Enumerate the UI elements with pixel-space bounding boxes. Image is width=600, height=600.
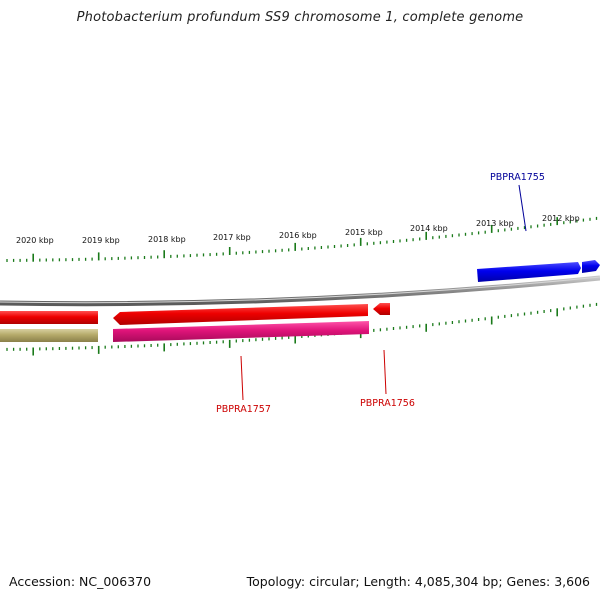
kbp-label-2013: 2013 kbp bbox=[476, 219, 514, 228]
feature-block-olive[interactable] bbox=[0, 329, 98, 342]
kbp-label-2017: 2017 kbp bbox=[213, 233, 251, 242]
kbp-label-2019: 2019 kbp bbox=[82, 236, 120, 245]
gene-arrow-pbpra1757[interactable] bbox=[113, 304, 368, 325]
chromosome-backbone bbox=[0, 275, 600, 307]
backbone-highlight bbox=[0, 276, 600, 304]
kbp-label-2012: 2012 kbp bbox=[542, 214, 580, 223]
gene-arrow-forward-edge[interactable] bbox=[582, 260, 600, 273]
leader-line-pbpra1757 bbox=[240, 355, 244, 401]
reverse-strand-track bbox=[0, 303, 390, 325]
forward-strand-track bbox=[477, 260, 600, 282]
kbp-label-2020: 2020 kbp bbox=[16, 236, 54, 245]
kbp-scale-labels: 2020 kbp 2019 kbp 2018 kbp 2017 kbp 2016… bbox=[16, 214, 580, 245]
genome-stats-text: Topology: circular; Length: 4,085,304 bp… bbox=[246, 574, 590, 589]
gene-label-pbpra1755[interactable]: PBPRA1755 bbox=[490, 172, 545, 183]
kbp-label-2015: 2015 kbp bbox=[345, 228, 383, 237]
feature-block-pbpra1757[interactable] bbox=[113, 321, 369, 342]
outer-tick-ring bbox=[6, 216, 598, 262]
gene-arrow-reverse-left[interactable] bbox=[0, 311, 98, 324]
gene-label-pbpra1756[interactable]: PBPRA1756 bbox=[360, 398, 415, 409]
kbp-label-2014: 2014 kbp bbox=[410, 224, 448, 233]
kbp-label-2018: 2018 kbp bbox=[148, 235, 186, 244]
gene-arrow-pbpra1755[interactable] bbox=[477, 262, 581, 282]
map-title: Photobacterium profundum SS9 chromosome … bbox=[76, 10, 524, 25]
gene-leader-lines bbox=[240, 184, 527, 401]
feature-track bbox=[0, 321, 369, 342]
leader-line-pbpra1755 bbox=[518, 184, 527, 232]
gene-arrow-pbpra1756[interactable] bbox=[373, 303, 390, 315]
gene-label-pbpra1757[interactable]: PBPRA1757 bbox=[216, 404, 271, 415]
leader-line-pbpra1756 bbox=[383, 349, 387, 395]
accession-text: Accession: NC_006370 bbox=[9, 574, 152, 589]
kbp-label-2016: 2016 kbp bbox=[279, 231, 317, 240]
